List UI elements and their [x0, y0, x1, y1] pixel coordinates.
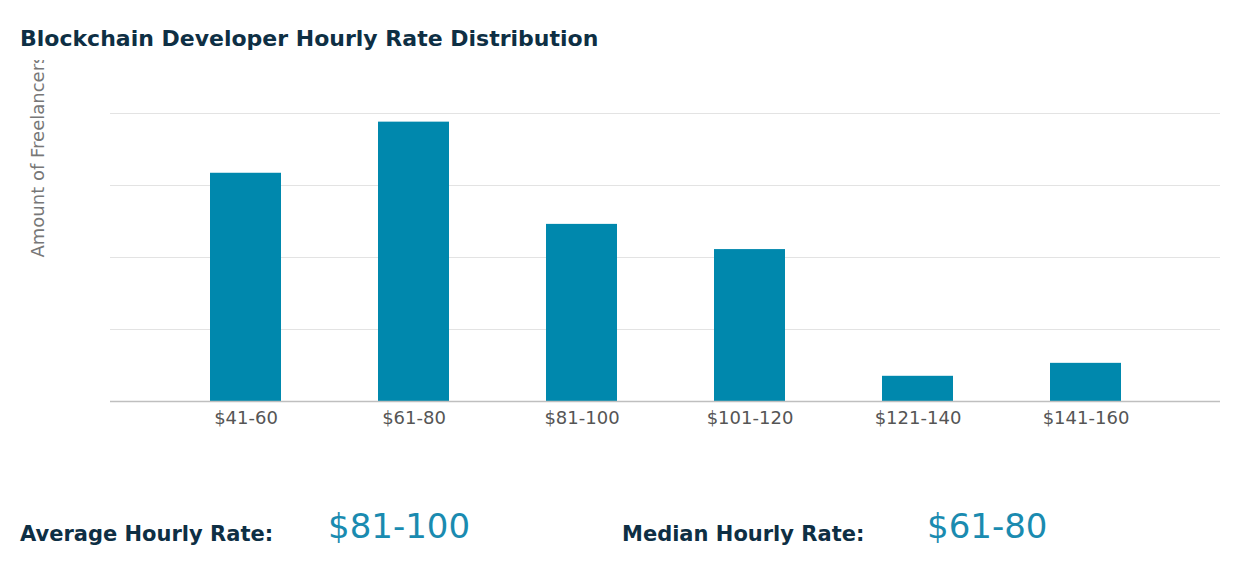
- svg-text:$41-60: $41-60: [214, 407, 278, 428]
- html-text:Blockchain Developer Hourly Ra: Blockchain Developer Hourly Rate Distrib…: [20, 26, 599, 51]
- svg-text:$101-120: $101-120: [707, 407, 794, 428]
- svg-text:$81-100: $81-100: [544, 407, 619, 428]
- svg-text:$141-160: $141-160: [1043, 407, 1130, 428]
- html-text:$81-100: $81-100: [328, 506, 471, 546]
- html-text:$61-80: $61-80: [927, 506, 1048, 546]
- svg-text:$61-80: $61-80: [382, 407, 446, 428]
- html-text:Median Hourly Rate:: Median Hourly Rate:: [622, 522, 865, 546]
- svg-text:Amount of Freelancers: Amount of Freelancers: [27, 60, 48, 258]
- svg-text:$121-140: $121-140: [875, 407, 962, 428]
- html-text:Average Hourly Rate:: Average Hourly Rate:: [20, 522, 274, 546]
